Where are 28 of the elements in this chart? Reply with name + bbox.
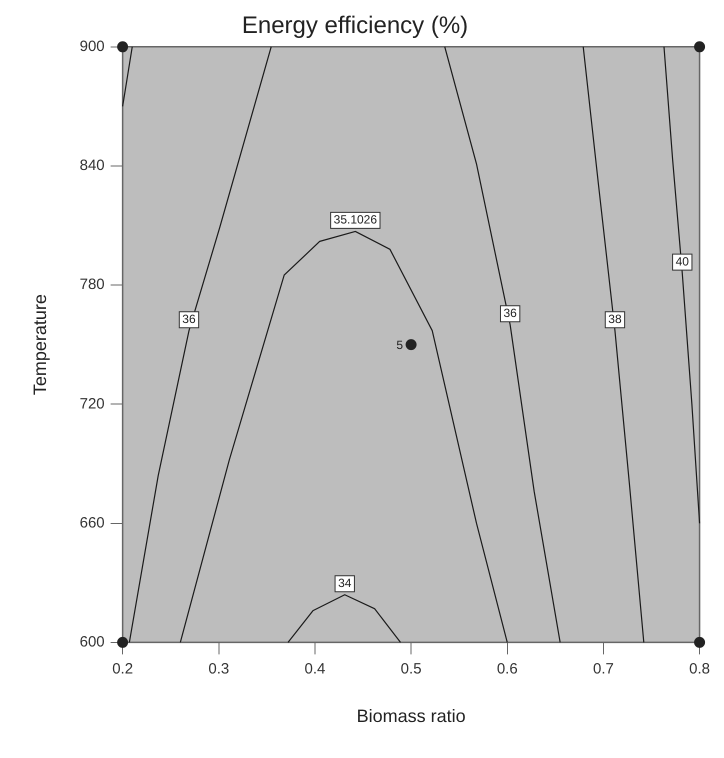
series-label: 40	[676, 254, 690, 268]
x-tick-label: 0.3	[208, 660, 230, 678]
x-tick-label: 0.4	[304, 660, 326, 678]
x-tick-label: 0.2	[112, 660, 134, 678]
y-tick-label: 840	[80, 157, 105, 174]
x-tick-label: 0.8	[689, 660, 710, 678]
chart-title: Energy efficiency (%)	[242, 12, 468, 40]
annotation: 5	[396, 338, 404, 352]
point	[694, 636, 706, 648]
point	[406, 339, 417, 350]
y-axis-title: Temperature	[30, 294, 50, 396]
y-tick-label: 780	[80, 276, 105, 294]
series-label: 36	[503, 306, 518, 320]
series-label: 35.1026	[334, 212, 378, 227]
y-tick-label: 900	[80, 38, 105, 55]
point	[117, 41, 128, 52]
y-tick-label: 600	[80, 634, 105, 651]
series-label: 38	[608, 312, 622, 326]
point	[117, 636, 128, 648]
x-tick-label: 0.6	[496, 660, 518, 678]
y-tick-label: 720	[80, 395, 105, 412]
x-axis-title: Biomass ratio	[356, 706, 466, 726]
series-label: 34	[338, 576, 352, 590]
y-tick-label: 660	[80, 514, 105, 532]
x-tick-label: 0.5	[400, 660, 422, 678]
point	[694, 41, 706, 52]
x-tick-label: 0.7	[592, 660, 614, 678]
series-label: 36	[182, 312, 196, 326]
